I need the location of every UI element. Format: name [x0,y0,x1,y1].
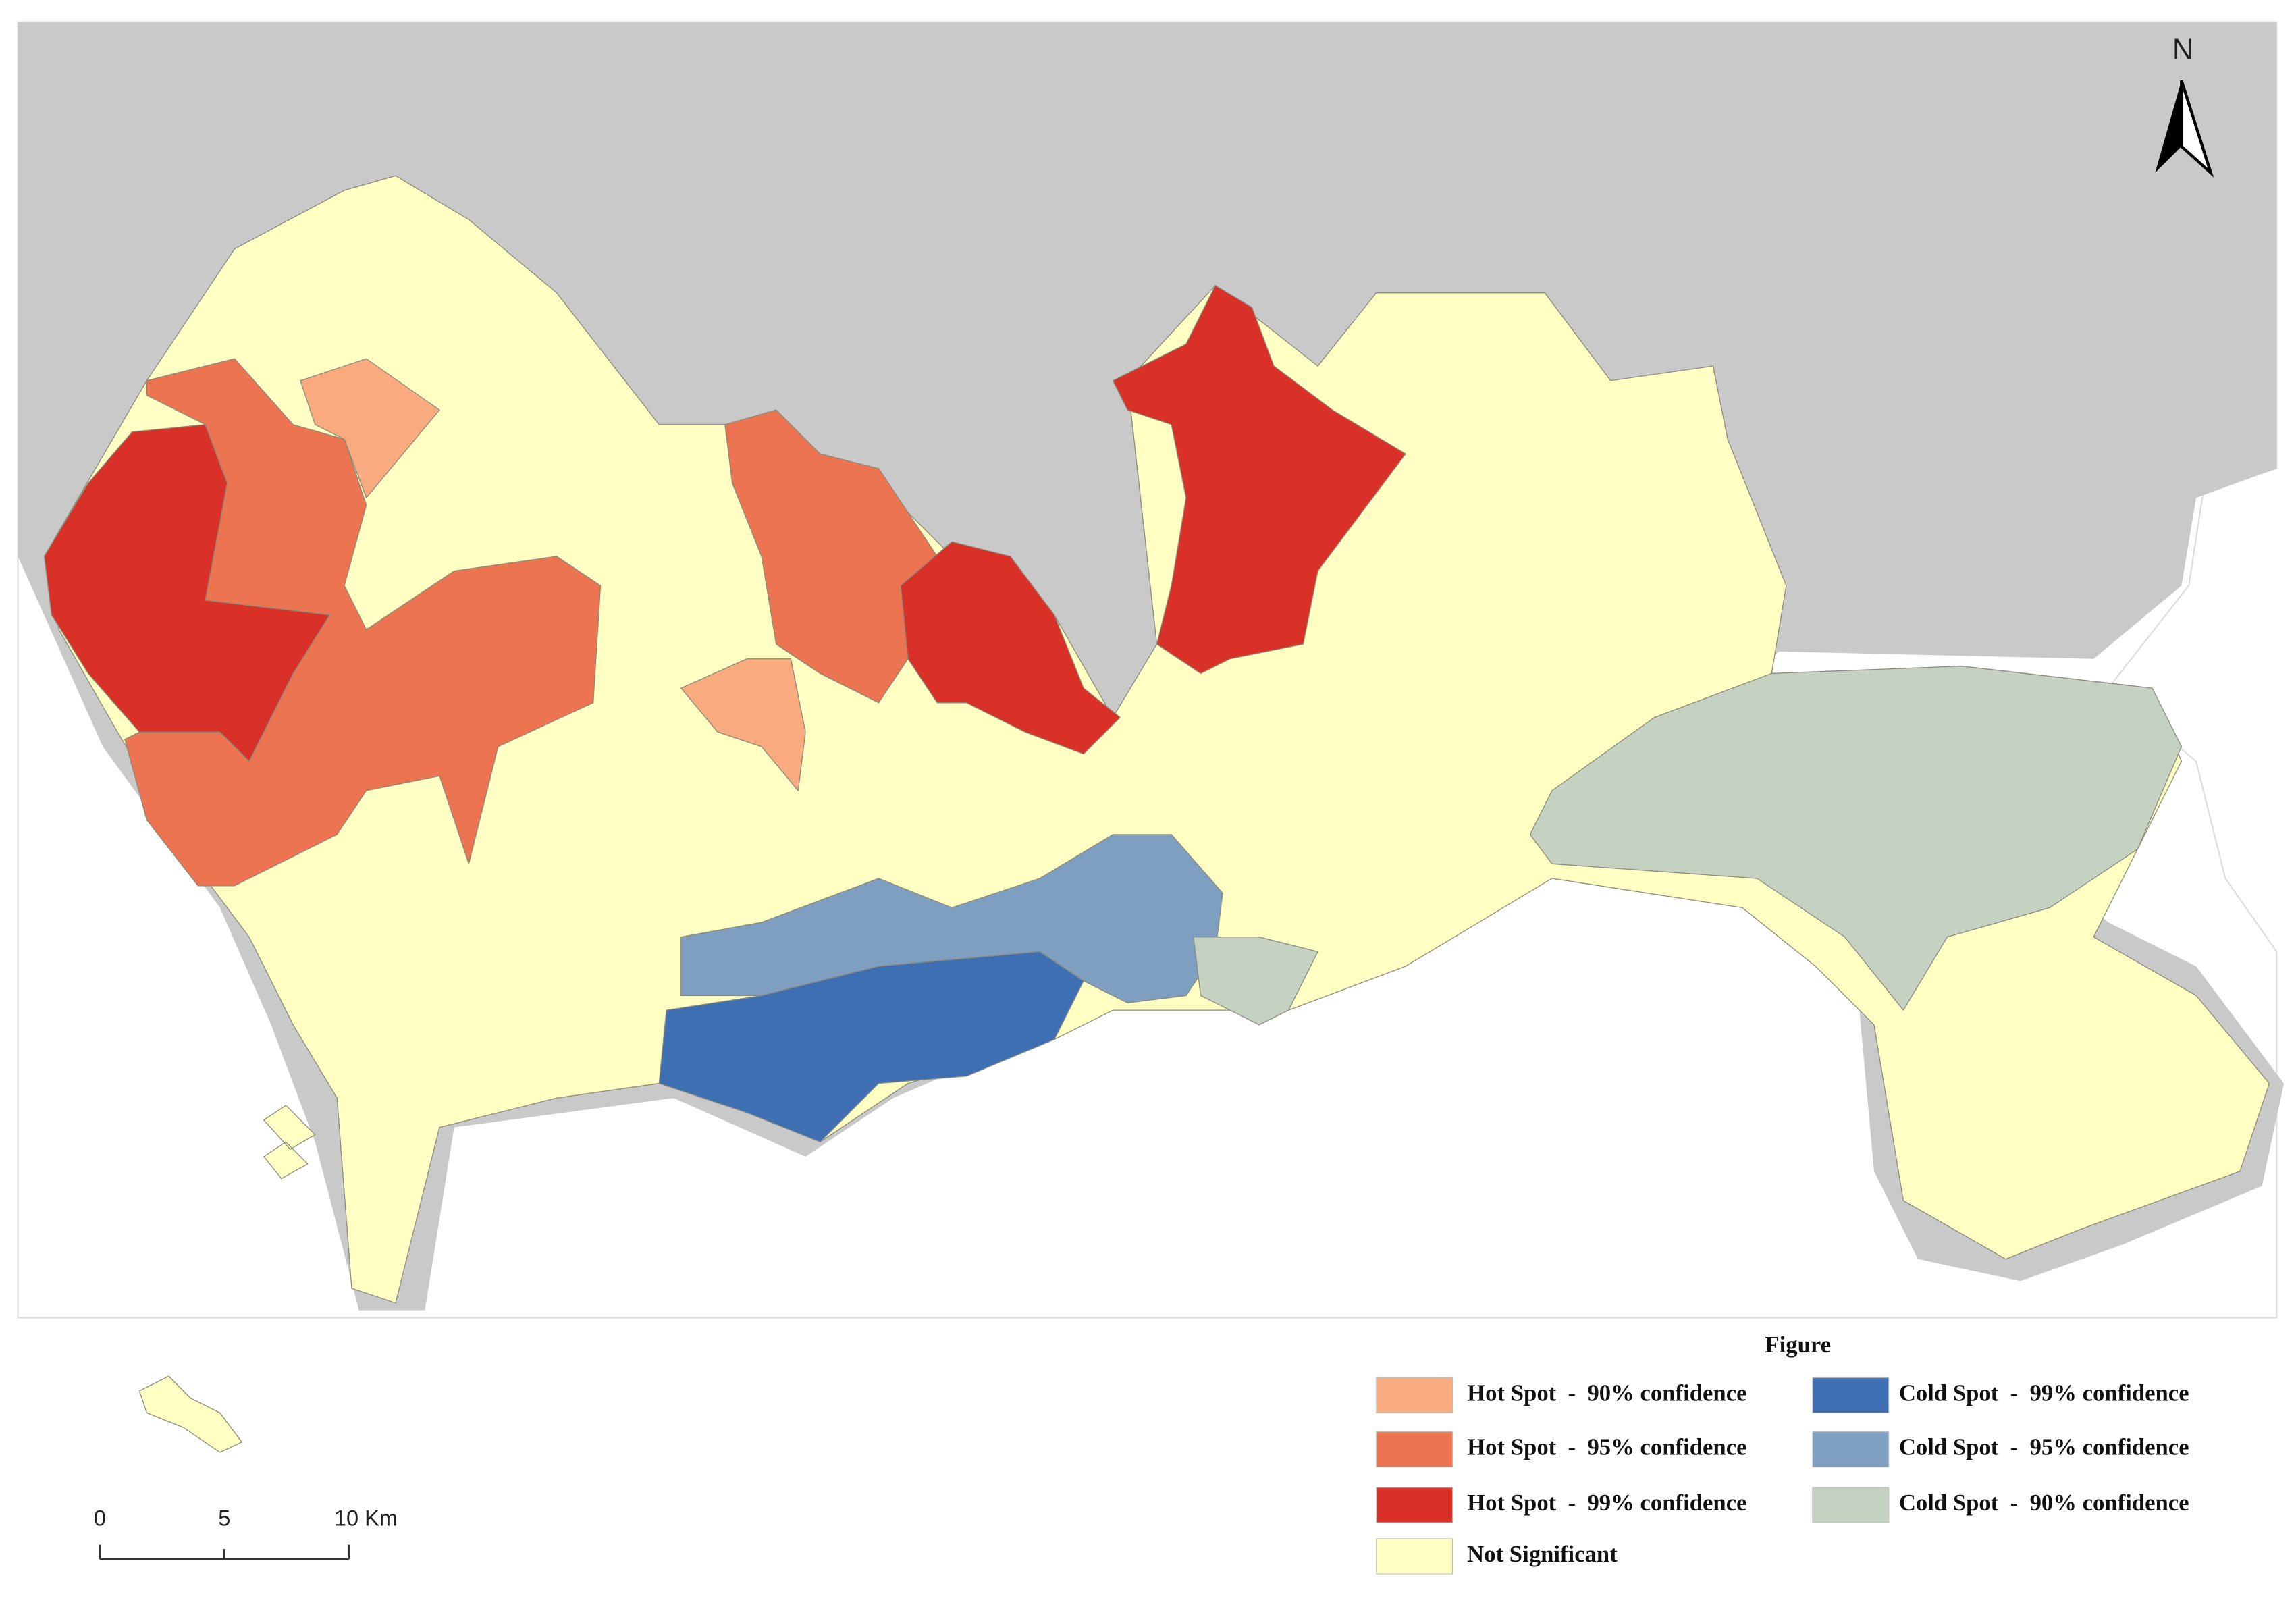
legend-label: Cold Spot - 95% confidence [1899,1434,2189,1460]
north-label: N [2172,33,2193,65]
legend-swatch [1812,1487,1890,1523]
legend-label: Hot Spot - 90% confidence [1467,1379,1746,1406]
legend-swatch [1812,1431,1890,1468]
legend-label: Hot Spot - 95% confidence [1467,1434,1746,1460]
legend-label: Cold Spot - 90% confidence [1899,1489,2189,1516]
legend-swatch [1376,1538,1453,1575]
legend-swatch [1376,1377,1453,1413]
district [900,541,1121,755]
district [1193,937,1318,1026]
district [300,358,440,498]
island [138,1375,242,1453]
district [680,658,806,791]
legend-swatch [1376,1431,1453,1468]
arrow-left [2155,80,2182,173]
district [1529,665,2182,1011]
districts [43,175,2270,1453]
scale-bar [99,1544,350,1560]
legend-swatch [1812,1377,1890,1413]
legend-label: Cold Spot - 99% confidence [1899,1379,2189,1406]
district [1112,285,1406,675]
scale-label: 0 [94,1506,106,1530]
legend-title: Figure [1765,1331,1831,1358]
legend: Hot Spot - 90% confidence Hot Spot - 95% … [1376,1377,2189,1575]
legend-swatch [1376,1487,1453,1523]
legend-label: Not Significant [1467,1541,1618,1567]
district [43,424,331,762]
district [658,951,1084,1142]
scale-label: 5 [218,1506,230,1530]
north-arrow: N [2155,33,2214,178]
island [263,1105,316,1180]
scale-label: 10 Km [334,1506,398,1530]
arrow-right [2180,80,2214,178]
legend-label: Hot Spot - 99% confidence [1467,1489,1746,1516]
